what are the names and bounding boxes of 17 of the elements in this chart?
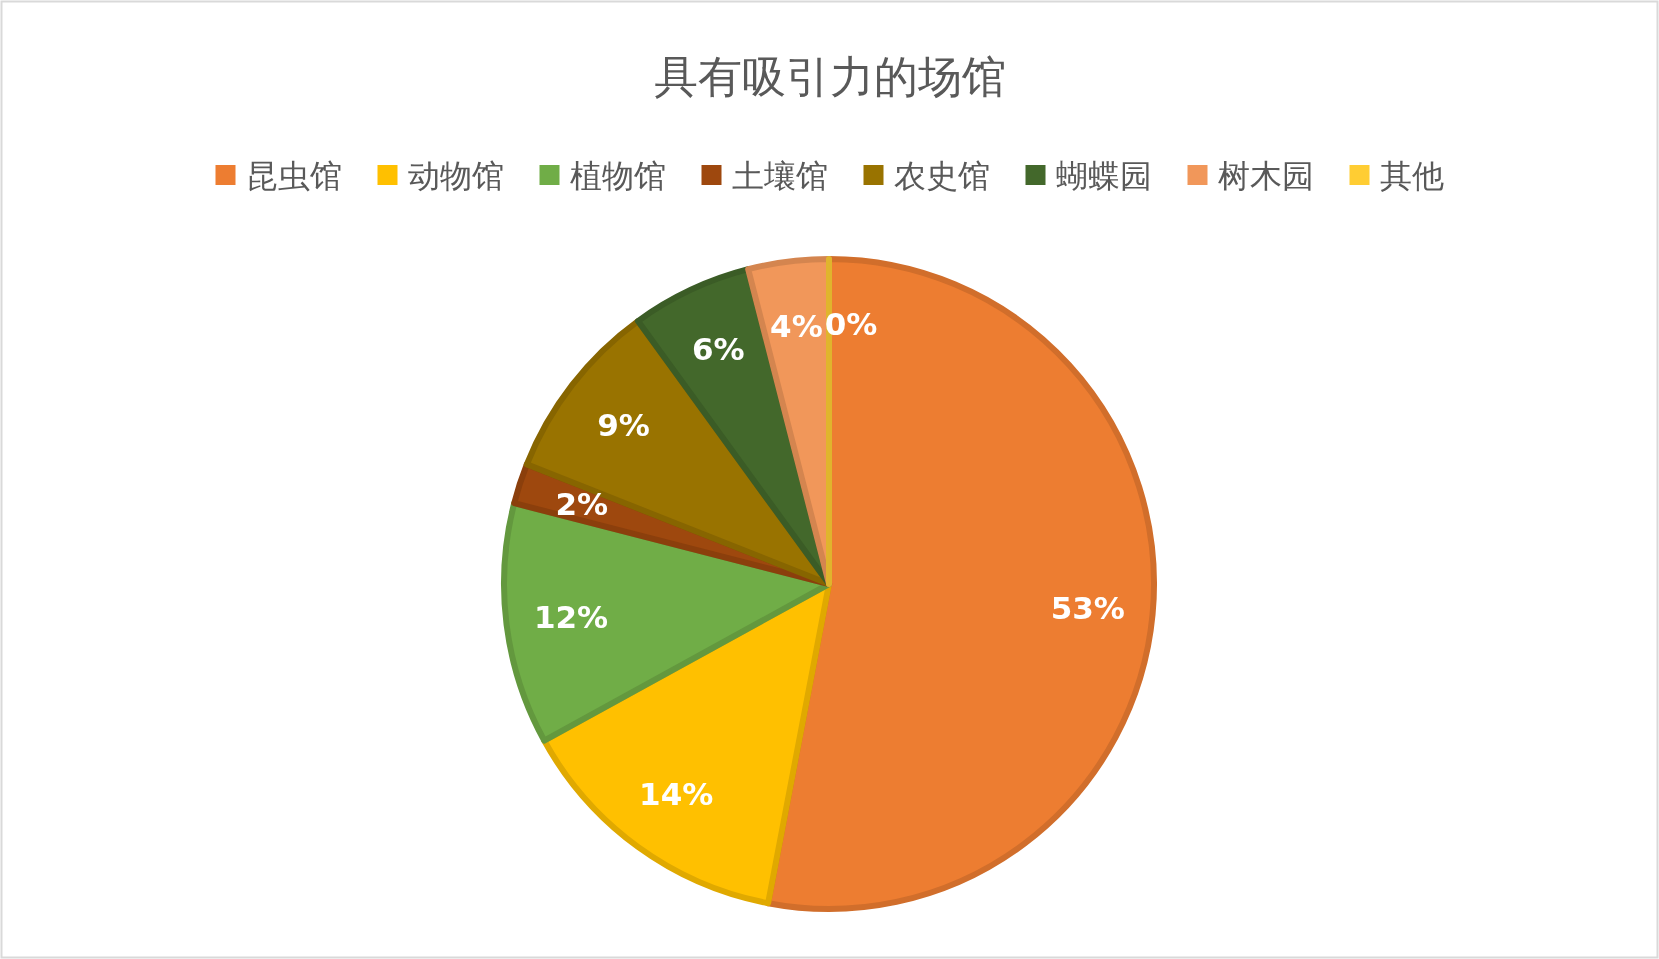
legend-label: 树木园 — [1217, 157, 1314, 195]
legend-label: 动物馆 — [407, 157, 504, 195]
data-label: 12% — [533, 598, 609, 635]
data-label: 53% — [1050, 590, 1125, 627]
legend-label: 植物馆 — [569, 157, 666, 195]
legend-label: 昆虫馆 — [245, 157, 342, 195]
data-label: 2% — [555, 485, 609, 522]
legend-label: 其他 — [1379, 157, 1444, 195]
text: 0% — [824, 306, 878, 342]
legend-label: 蝴蝶园 — [1055, 157, 1152, 195]
data-label: 4% — [770, 308, 823, 345]
chart-title: 具有吸引力的场馆 — [653, 51, 1006, 102]
data-label: 6% — [691, 330, 745, 367]
legend-label: 土壤馆 — [731, 157, 828, 195]
data-label: 14% — [639, 776, 714, 813]
legend-label: 农史馆 — [893, 157, 990, 195]
data-label: 9% — [597, 406, 650, 443]
